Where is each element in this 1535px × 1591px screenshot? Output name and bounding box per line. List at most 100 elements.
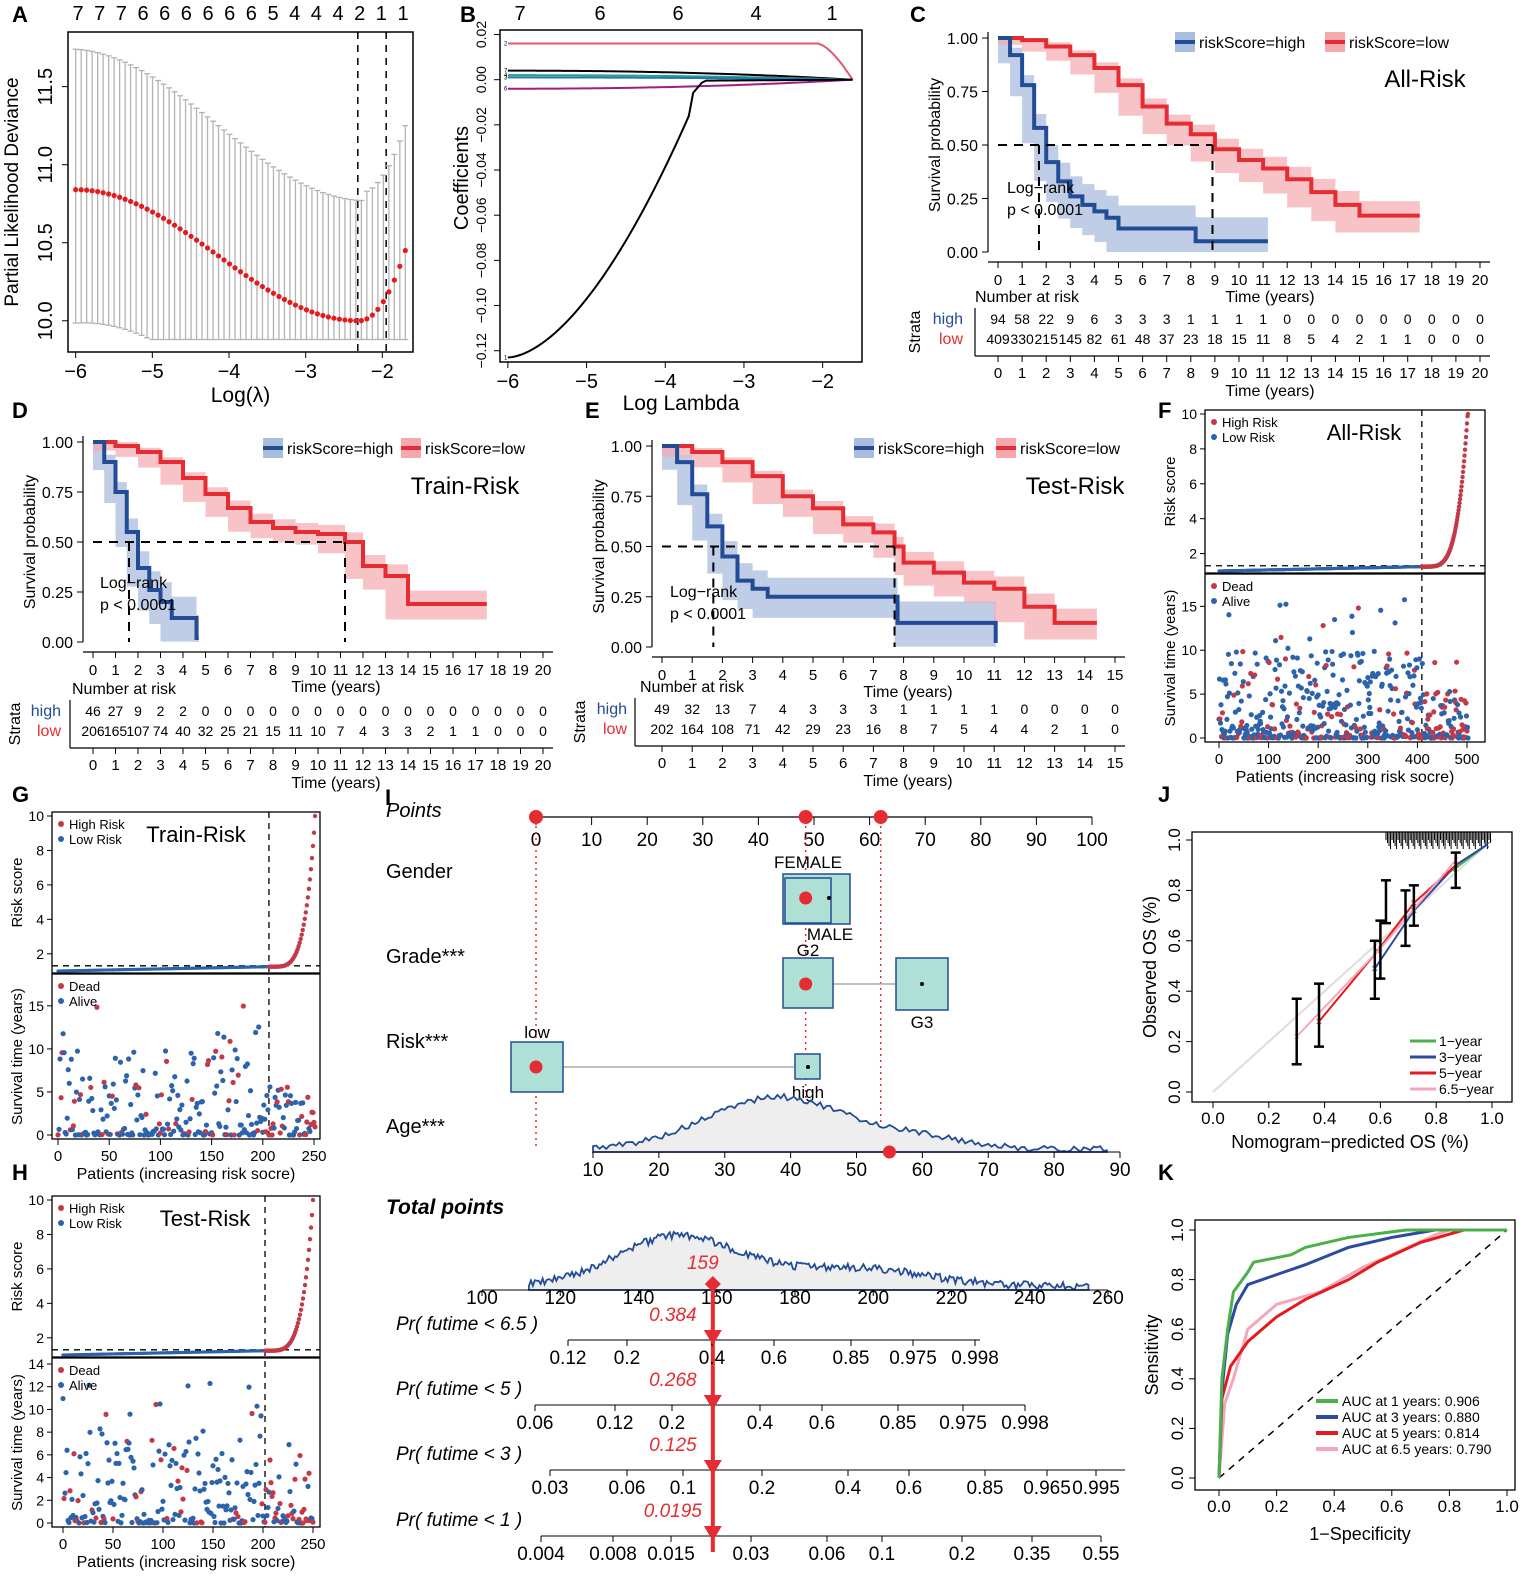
alive-point: [114, 1450, 120, 1457]
deviance-point: [380, 299, 386, 305]
alive-point: [1312, 677, 1318, 683]
panel-letter-C: C: [910, 2, 926, 27]
panel-letter-I: I: [385, 785, 391, 810]
deviance-point: [314, 311, 321, 317]
dead-point: [300, 1520, 306, 1526]
deviance-point: [160, 215, 167, 221]
alive-point: [87, 1075, 93, 1081]
age-tick-label: 30: [714, 1160, 735, 1181]
table-x-tick-label: 18: [1423, 365, 1440, 382]
risk-count-high: 6: [1091, 311, 1099, 327]
risk-count-low: 0: [517, 723, 525, 739]
age-tick-label: 50: [846, 1160, 867, 1181]
alive-point: [1401, 597, 1408, 603]
points-marker: [798, 810, 813, 824]
legend-label: AUC at 3 years: 0.880: [1342, 1409, 1480, 1425]
alive-point: [106, 1457, 112, 1463]
alive-point: [64, 1115, 70, 1121]
alive-point: [213, 1456, 219, 1462]
table-x-tick-label: 6: [1138, 365, 1146, 382]
alive-point: [1347, 702, 1354, 708]
alive-point: [261, 1102, 267, 1108]
alive-point: [1376, 720, 1382, 726]
alive-point: [212, 1090, 218, 1096]
risk-score-point: [297, 940, 302, 945]
risk-count-high: 0: [359, 703, 367, 719]
risk-count-high: 1: [1187, 311, 1195, 327]
deviance-point: [221, 257, 227, 263]
alive-point: [84, 1519, 90, 1526]
roc-curve: [1217, 1228, 1507, 1479]
dead-point: [163, 1058, 170, 1064]
risk-score-point: [1459, 479, 1465, 485]
alive-point: [253, 1029, 259, 1036]
x-tick-label: 3: [748, 667, 756, 684]
alive-point: [156, 1448, 162, 1454]
y-axis-title: Survival probability: [22, 475, 39, 609]
alive-point: [173, 1460, 179, 1467]
alive-point: [248, 1121, 255, 1128]
table-x-tick-label: 14: [1327, 365, 1344, 382]
alive-point: [1328, 705, 1334, 711]
x-tick-label: 1: [1018, 272, 1026, 289]
legend-label-high-risk: High Risk: [69, 817, 125, 832]
table-x-tick-label: 5: [1114, 365, 1122, 382]
time-tick-label: 0: [1189, 730, 1197, 746]
dead-point: [67, 1488, 73, 1494]
deviance-point: [391, 277, 397, 283]
x-tick-label: 8: [269, 662, 277, 679]
time-axis-title: Survival time (years): [9, 1374, 26, 1511]
age-tick-label: 70: [978, 1160, 999, 1181]
alive-point: [1294, 655, 1300, 661]
table-x-tick-label: 12: [355, 757, 372, 774]
y-tick-label: 1.0: [1168, 1218, 1187, 1242]
panel-letter-E: E: [585, 398, 600, 423]
risk-table-title: Number at risk: [975, 289, 1080, 306]
dead-point: [235, 1513, 241, 1520]
probability-tick-label: 0.998: [951, 1348, 999, 1369]
y-tick-label: 0.4: [1165, 979, 1184, 1003]
risk-count-high: 1: [1211, 311, 1219, 327]
dead-point: [1430, 729, 1436, 736]
risk-count-high: 0: [1404, 311, 1412, 327]
top-count: 1: [397, 3, 408, 25]
x-tick-label: 3: [1066, 272, 1074, 289]
dead-point: [179, 1465, 185, 1471]
y-tick-label: 0.00: [42, 635, 73, 652]
risk-count-high: 1: [1259, 311, 1267, 327]
dead-point: [1271, 726, 1278, 732]
alive-point: [1258, 720, 1264, 727]
alive-point: [1356, 678, 1362, 684]
alive-point: [1307, 636, 1313, 642]
alive-point: [221, 1520, 227, 1526]
x-tick-label: 17: [467, 662, 484, 679]
deviance-point: [369, 312, 375, 318]
dead-point: [109, 1093, 115, 1099]
y-tick-label: −0.08: [473, 242, 489, 278]
risk-score-point: [1460, 474, 1465, 480]
alive-point: [225, 1480, 231, 1487]
coef-path-3: [507, 76, 853, 81]
total-tick-label: 200: [857, 1288, 889, 1309]
alive-point: [1232, 670, 1238, 676]
alive-point: [167, 1096, 173, 1102]
table-x-axis-title: Time (years): [1225, 383, 1314, 400]
y-tick-label: 1.00: [947, 31, 978, 48]
score-tick-label: 2: [36, 1330, 44, 1346]
alive-point: [282, 1092, 288, 1098]
nomo-label-grade: Grade***: [386, 946, 465, 968]
dead-point: [226, 1098, 232, 1104]
legend-label-alive: Alive: [1222, 594, 1250, 609]
score-tick-label: 6: [36, 877, 44, 893]
x-tick-label: 0.8: [1424, 1109, 1448, 1128]
alive-point: [287, 1488, 293, 1495]
alive-point: [284, 1518, 290, 1524]
alive-point: [1411, 673, 1417, 679]
alive-point: [113, 1097, 119, 1103]
risk-count-low: 330: [1010, 331, 1034, 347]
deviance-point: [84, 187, 90, 193]
score-tick-label: 4: [1189, 511, 1197, 527]
deviance-point: [155, 212, 161, 218]
dead-point: [1293, 701, 1299, 707]
points-tick-label: 80: [970, 830, 991, 851]
